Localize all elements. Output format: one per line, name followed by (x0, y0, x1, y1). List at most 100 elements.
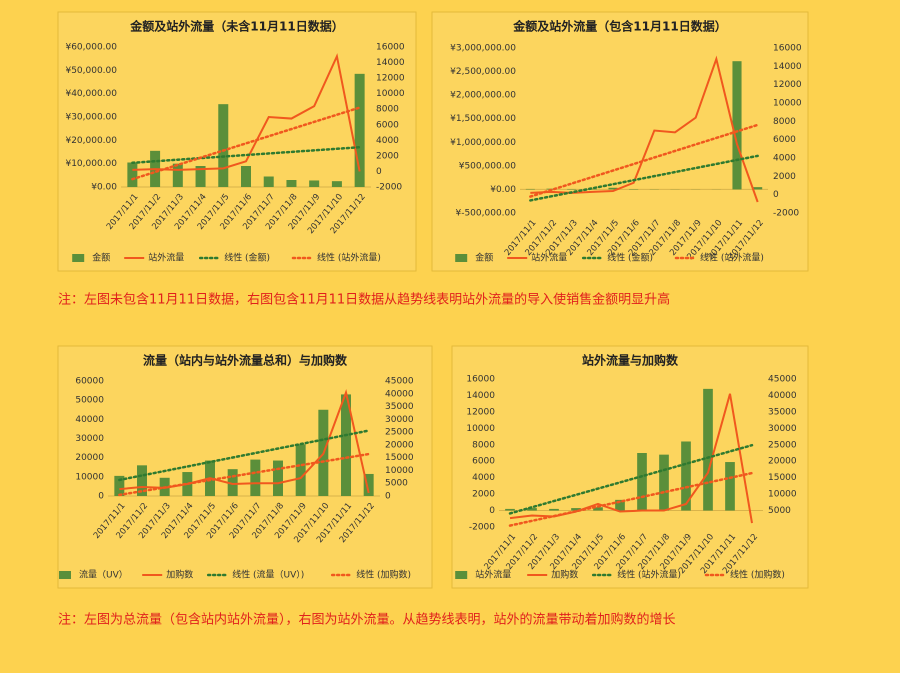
y-tick-label: ¥30,000.00 (65, 113, 117, 123)
y-tick-label: 16000 (466, 375, 495, 385)
bar (637, 453, 647, 511)
y2-tick-label: 35000 (768, 407, 797, 417)
y-tick-label: ¥20,000.00 (65, 136, 117, 146)
y2-tick-label: 10000 (385, 466, 414, 476)
y2-tick-label: 8000 (773, 117, 796, 127)
bar (227, 469, 238, 496)
y2-tick-label: 40000 (768, 391, 797, 401)
y2-tick-label: 25000 (385, 428, 414, 438)
legend-label: 加购数 (551, 569, 578, 581)
y2-tick-label: 5000 (385, 479, 408, 489)
y-tick-label: 0 (489, 506, 495, 516)
trendline (118, 452, 370, 497)
y2-tick-label: -2000 (376, 183, 402, 193)
bar (725, 462, 735, 511)
legend-label: 线性 (加购数) (356, 569, 411, 581)
y2-tick-label: 0 (385, 492, 391, 502)
legend-label: 金额 (475, 252, 493, 264)
legend-label: 站外流量 (475, 569, 511, 581)
y-tick-label: ¥40,000.00 (65, 89, 117, 99)
y-tick-label: ¥1,000,000.00 (450, 138, 516, 148)
trendline (529, 154, 759, 202)
bar (354, 73, 365, 187)
y2-tick-label: 45000 (768, 375, 797, 385)
y-tick-label: 40000 (75, 415, 104, 425)
y2-tick-label: 30000 (768, 424, 797, 434)
y2-tick-label: 25000 (768, 440, 797, 450)
trendline (529, 123, 759, 198)
legend-label: 线性 (站外流量) (617, 569, 681, 581)
y-tick-label: 50000 (75, 396, 104, 406)
chart-title: 金额及站外流量（包含11月11日数据） (512, 19, 726, 34)
legend-label: 线性 (金额) (607, 252, 653, 264)
legend-swatch (455, 254, 468, 262)
bar (615, 499, 625, 511)
legend-label: 线性 (加购数) (730, 569, 785, 581)
y2-tick-label: 4000 (376, 136, 399, 146)
line (530, 55, 759, 203)
y2-tick-label: 16000 (773, 44, 802, 54)
y2-tick-label: 10000 (376, 89, 405, 99)
trendline (118, 429, 370, 482)
bar (137, 465, 147, 496)
bar (681, 441, 691, 511)
legend-label: 线性 (站外流量) (317, 252, 381, 264)
bar (241, 166, 251, 187)
y-tick-label: ¥10,000.00 (65, 159, 117, 169)
y-tick-label: 0 (98, 492, 104, 502)
y2-tick-label: 12000 (376, 74, 405, 84)
y-tick-label: ¥1,500,000.00 (450, 114, 516, 124)
trendline (131, 106, 361, 181)
legend-label: 线性 (站外流量) (700, 252, 764, 264)
bar (527, 508, 537, 511)
note: 注：左图未包含11月11日数据，右图包含11月11日数据从趋势线表明站外流量的导… (58, 292, 670, 308)
y-tick-label: ¥-500,000.00 (455, 209, 516, 219)
trendline (508, 471, 754, 527)
bar (263, 176, 274, 187)
chart-title: 金额及站外流量（未含11月11日数据） (129, 19, 343, 34)
y2-tick-label: 35000 (385, 402, 414, 412)
y-tick-label: ¥0.00 (91, 183, 117, 193)
y-tick-label: ¥60,000.00 (65, 43, 117, 53)
y-tick-label: 30000 (75, 434, 104, 444)
bar (363, 473, 374, 496)
legend-label: 加购数 (166, 569, 193, 581)
y-tick-label: 14000 (466, 391, 495, 401)
y-tick-label: -2000 (469, 523, 495, 533)
y-tick-label: 60000 (75, 377, 104, 387)
y2-tick-label: 15000 (768, 473, 797, 483)
y-tick-label: ¥3,000,000.00 (450, 44, 516, 54)
line (132, 53, 361, 172)
legend-label: 站外流量 (148, 252, 184, 264)
bar (659, 454, 669, 511)
y-tick-label: 4000 (472, 473, 495, 483)
bar (593, 507, 603, 511)
legend-label: 金额 (92, 252, 110, 264)
bar (505, 508, 515, 511)
y2-tick-label: 30000 (385, 415, 414, 425)
y2-tick-label: 4000 (773, 154, 796, 164)
bar (195, 166, 206, 187)
chart-title: 站外流量与加购数 (582, 353, 679, 368)
bar (703, 388, 713, 511)
legend-swatch (59, 571, 71, 579)
y-tick-label: 6000 (472, 457, 495, 467)
y2-tick-label: 45000 (385, 377, 414, 387)
y2-tick-label: 20000 (768, 457, 797, 467)
bar (172, 163, 183, 187)
bar (331, 181, 342, 187)
y2-tick-label: 10000 (768, 490, 797, 500)
bar (218, 104, 229, 187)
y2-tick-label: 8000 (376, 105, 399, 115)
y2-tick-label: 12000 (773, 80, 802, 90)
y-tick-label: 2000 (472, 490, 495, 500)
y2-tick-label: 10000 (773, 99, 802, 109)
bar (549, 508, 559, 511)
legend-swatch (72, 254, 85, 262)
y2-tick-label: 40000 (385, 389, 414, 399)
bar (114, 475, 125, 496)
bar (341, 394, 351, 496)
bar (608, 187, 618, 190)
bar (309, 180, 320, 187)
